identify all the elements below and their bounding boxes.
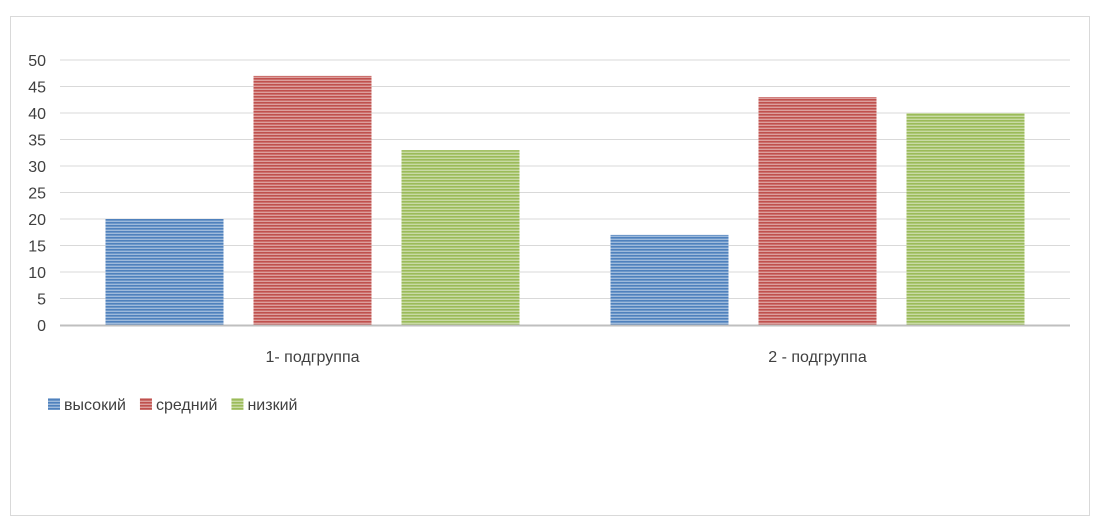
- bars: [105, 75, 1025, 326]
- y-tick-label: 30: [28, 159, 46, 176]
- y-tick-label: 5: [37, 292, 46, 309]
- y-tick-label: 40: [28, 106, 46, 123]
- y-tick-label: 50: [28, 53, 46, 70]
- y-tick-label: 15: [28, 239, 46, 256]
- y-tick-label: 35: [28, 133, 46, 150]
- category-label: 1- подгруппа: [266, 349, 360, 366]
- y-tick-label: 45: [28, 80, 46, 97]
- y-axis-ticks: 0 5 10 15 20 25 30 35 40 45 50: [28, 53, 46, 335]
- bar-средний-1: [253, 75, 372, 326]
- legend-item-высокий: высокий: [48, 397, 126, 414]
- y-tick-label: 25: [28, 186, 46, 203]
- bar-низкий-1: [401, 150, 520, 325]
- bar-высокий-1: [105, 219, 224, 325]
- x-axis-categories: 1- подгруппа 2 - подгруппа: [266, 349, 867, 366]
- legend-swatch: [231, 398, 244, 410]
- legend-swatch: [48, 398, 60, 410]
- bar-высокий-2: [610, 234, 729, 325]
- y-tick-label: 10: [28, 265, 46, 282]
- category-label: 2 - подгруппа: [768, 349, 867, 366]
- gridlines: [60, 59, 1070, 299]
- bar-низкий-2: [906, 113, 1025, 325]
- y-tick-label: 20: [28, 212, 46, 229]
- legend-swatch: [139, 398, 152, 410]
- legend-item-средний: средний: [139, 397, 218, 414]
- legend-label: высокий: [64, 397, 126, 414]
- legend-label: низкий: [247, 397, 297, 414]
- legend-label: средний: [156, 397, 218, 414]
- legend-item-низкий: низкий: [231, 397, 297, 414]
- legend: высокий средний низкий: [48, 397, 297, 414]
- bar-средний-2: [758, 97, 877, 325]
- y-tick-label: 0: [37, 318, 46, 335]
